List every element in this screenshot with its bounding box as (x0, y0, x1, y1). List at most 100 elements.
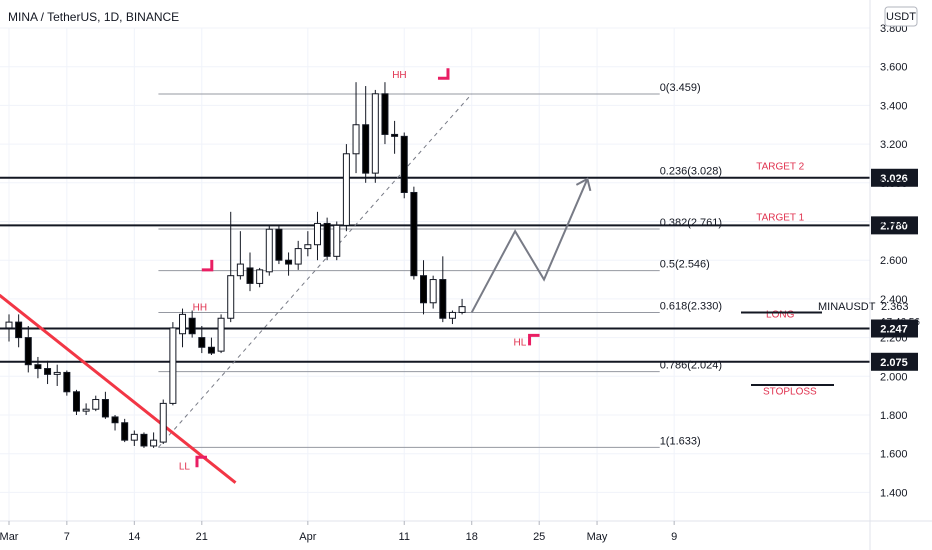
candle-body (207, 346, 215, 354)
candle-body (5, 321, 13, 329)
candle-body (371, 93, 379, 174)
time-tick-label: 25 (533, 531, 545, 543)
price-tick-label: 2.200 (880, 333, 908, 345)
candle-body (256, 269, 264, 284)
grid (0, 27, 870, 521)
key-level-tag (871, 352, 918, 371)
candle-body (44, 368, 52, 375)
candle-body (275, 228, 283, 261)
fib-level-label: 0.382(2.761) (660, 217, 722, 229)
annotation-label: HL (514, 337, 527, 348)
annotation-label: LL (179, 461, 191, 472)
fib-anchor-dashed-line (158, 93, 473, 448)
fib-level-label: 0.618(2.330) (660, 300, 722, 312)
key-level-tag (871, 216, 918, 235)
candle-body (15, 321, 23, 339)
last-price-label: 2.363 (881, 301, 909, 313)
candle-body (121, 422, 129, 441)
fib-level-label: 1(1.633) (660, 435, 701, 447)
annotation-label: HH (392, 70, 406, 81)
candle-body (410, 191, 418, 277)
candle-body (140, 433, 148, 447)
candle-body (246, 267, 254, 284)
annotation-label: TARGET 1 (756, 212, 804, 223)
candle-body (34, 364, 42, 370)
key-level-tag (871, 319, 918, 338)
candle-body (429, 279, 437, 304)
candle-body (236, 263, 244, 277)
price-tick-label: 3.600 (880, 62, 908, 74)
candle-body (179, 313, 187, 335)
candle-body (63, 371, 71, 393)
annotation-label: TARGET 2 (756, 162, 804, 173)
currency-button[interactable]: USDT (884, 6, 918, 27)
hh-top-marker (437, 68, 450, 80)
candle-body (381, 93, 389, 135)
price-tick-label: 1.600 (880, 449, 908, 461)
annotation-label: LONG (766, 309, 795, 320)
hl-marker (528, 333, 540, 346)
candle-body (188, 317, 196, 335)
price-tick-label: 1.400 (880, 487, 908, 499)
price-tick-label: 2.800 (880, 217, 908, 229)
candle-body (72, 391, 80, 412)
candle-body (439, 279, 447, 319)
currency-button-frame[interactable] (884, 6, 918, 27)
horizontal-lines: 3.026 2.780 2.247 2.075 (0, 168, 918, 371)
time-tick-label: 11 (399, 531, 410, 543)
annotation-label: STOPLOSS (763, 387, 817, 398)
annotations: HH HH LL HL TARGET 2 TARGET 1 LONG STOPLOSS MINA… (179, 68, 920, 472)
candle-body (217, 317, 225, 352)
candle-body (420, 275, 428, 304)
candle-body (285, 259, 293, 265)
key-level-tag-label: 2.075 (880, 357, 908, 369)
candle-body (130, 433, 138, 441)
currency-label[interactable]: USDT (886, 11, 916, 23)
time-tick-label: 14 (128, 531, 140, 543)
key-level-tag-label: 3.026 (880, 173, 908, 185)
candle-body (458, 306, 466, 313)
key-level-tag-label: 2.247 (880, 324, 908, 336)
time-tick-label: May (587, 531, 608, 543)
candle-body (169, 327, 177, 404)
time-tick-label: 21 (196, 531, 208, 543)
hh-left-marker (201, 259, 214, 272)
candle-body (227, 275, 235, 319)
projection-arrowhead (575, 177, 592, 192)
key-level-tag (871, 168, 918, 187)
candle-body (362, 124, 370, 174)
symbol-label: MINAUSDT (818, 301, 876, 313)
candle-body (342, 153, 350, 226)
price-tick-label: 2.600 (880, 255, 908, 267)
candle-body (294, 248, 302, 265)
price-tick-label: 3.000 (880, 178, 908, 190)
price-tick-label: 3.400 (880, 100, 908, 112)
price-tick-label: 3.200 (880, 139, 908, 151)
drawings (0, 93, 592, 484)
time-tick-label: Mar (0, 531, 19, 543)
fib-level-label: 0(3.459) (660, 82, 701, 94)
candle-body (53, 371, 61, 375)
candle-body (323, 222, 331, 257)
chart-title: MINA / TetherUS, 1D, BINANCE (8, 10, 179, 24)
candle-body (313, 222, 321, 246)
time-tick-label: 18 (466, 531, 478, 543)
price-tick-label: 1.800 (880, 410, 908, 422)
key-level-tag-label: 2.780 (880, 220, 908, 232)
candle-body (150, 439, 158, 447)
candles (5, 82, 466, 448)
projection-path (470, 178, 589, 313)
descending-trendline (0, 293, 237, 484)
candle-body (400, 135, 408, 193)
candle-body (159, 402, 167, 443)
fib-level-label: 0.5(2.546) (660, 259, 710, 271)
price-tick-label: 2.400 (880, 294, 908, 306)
candle-body (352, 124, 360, 155)
time-tick-label: 7 (64, 531, 70, 543)
candle-body (265, 228, 273, 273)
candle-body (198, 337, 206, 348)
